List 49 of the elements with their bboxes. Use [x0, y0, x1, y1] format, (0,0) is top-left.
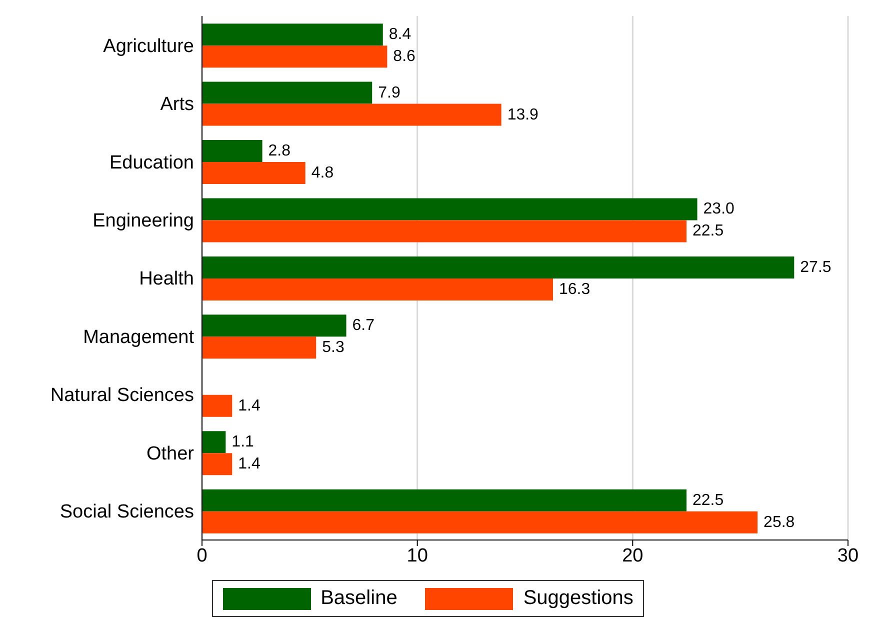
data-label: 1.4 [238, 397, 260, 414]
legend-label: Suggestions [523, 587, 634, 610]
data-label: 1.1 [232, 434, 254, 451]
data-label: 6.7 [352, 317, 375, 334]
data-label: 22.5 [692, 492, 724, 509]
bar [202, 511, 758, 534]
y-tick-label: Agriculture [103, 36, 194, 57]
data-label: 4.8 [311, 164, 334, 182]
y-tick-label: Health [139, 268, 194, 290]
bar [202, 198, 698, 220]
bar [202, 336, 316, 359]
x-tick-label: 10 [406, 545, 428, 566]
bar [202, 82, 372, 104]
legend-label: Baseline [320, 587, 398, 610]
data-label: 8.4 [388, 26, 412, 44]
x-tick-label: 30 [837, 545, 859, 566]
bar [202, 489, 686, 512]
bar [202, 162, 306, 184]
y-tick-label: Other [146, 443, 195, 464]
y-tick-label: Social Sciences [60, 502, 194, 523]
y-tick-label: Management [83, 326, 195, 348]
data-label: 25.8 [764, 514, 795, 531]
data-label: 1.4 [238, 456, 260, 473]
x-tick-label: 0 [196, 545, 208, 566]
x-tick-label: 20 [622, 545, 644, 566]
data-label: 5.3 [322, 339, 344, 356]
bar [202, 453, 232, 476]
y-tick-label: Natural Sciences [50, 385, 194, 406]
data-label: 2.8 [268, 142, 291, 160]
bar [202, 104, 502, 126]
bar [202, 220, 686, 242]
y-tick-label: Engineering [92, 210, 194, 232]
bar [202, 46, 388, 68]
bar [202, 140, 262, 162]
data-label: 13.9 [507, 106, 539, 124]
bar [202, 256, 794, 278]
data-label: 7.9 [378, 84, 400, 102]
y-tick-label: Education [109, 152, 194, 174]
data-label: 27.5 [800, 258, 832, 276]
bar [202, 314, 346, 337]
y-tick-label: Arts [160, 94, 194, 116]
data-label: 23.0 [703, 200, 735, 218]
bar [202, 431, 226, 454]
data-label: 8.6 [393, 48, 416, 66]
data-label: 22.5 [692, 222, 724, 240]
bar [202, 24, 383, 46]
bar [202, 394, 232, 417]
data-label: 16.3 [558, 280, 590, 298]
bar [202, 278, 553, 300]
